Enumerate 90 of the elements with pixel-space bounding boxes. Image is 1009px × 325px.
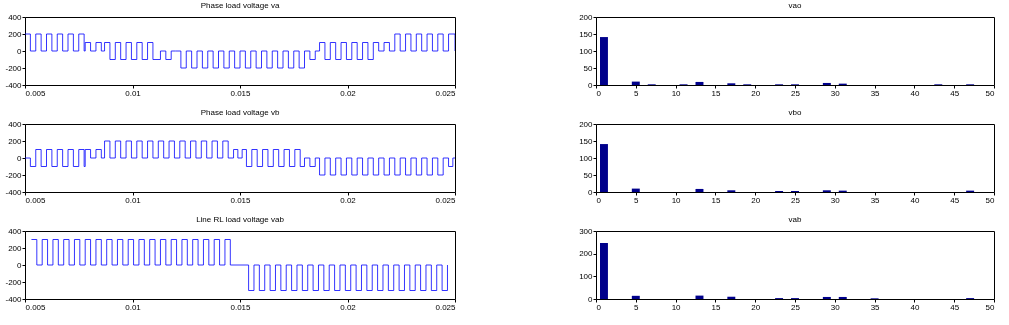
y-tick-label: 150 bbox=[579, 29, 594, 39]
y-tick-label: 0 bbox=[17, 153, 23, 163]
x-tick-label: 30 bbox=[830, 302, 841, 312]
y-tick-label: 300 bbox=[579, 226, 594, 236]
x-tick-label: 0.02 bbox=[340, 302, 357, 312]
bar bbox=[838, 296, 847, 299]
bar bbox=[631, 295, 640, 299]
x-tick-label: 20 bbox=[751, 195, 761, 205]
x-tick-label: 40 bbox=[910, 302, 920, 312]
chart-title: vbo bbox=[788, 108, 802, 117]
chart-title: vao bbox=[788, 1, 802, 10]
y-tick-label: 100 bbox=[579, 46, 594, 56]
x-tick-label: 30 bbox=[830, 88, 841, 98]
x-tick-label: 10 bbox=[671, 88, 682, 98]
y-tick-label: -200 bbox=[5, 63, 23, 73]
bar bbox=[599, 37, 608, 85]
x-tick-label: 25 bbox=[791, 302, 801, 312]
x-tick-label: 45 bbox=[950, 88, 960, 98]
x-tick-label: 0.005 bbox=[25, 195, 47, 205]
y-tick-label: 200 bbox=[579, 12, 594, 22]
bar bbox=[599, 144, 608, 192]
y-tick-label: 50 bbox=[583, 170, 594, 180]
x-tick-label: 0 bbox=[596, 302, 602, 312]
x-tick-label: 10 bbox=[671, 195, 682, 205]
x-tick-label: 40 bbox=[910, 88, 920, 98]
y-tick-label: 0 bbox=[588, 294, 594, 304]
x-tick-label: 0.025 bbox=[435, 302, 457, 312]
x-tick-label: 0.015 bbox=[230, 195, 252, 205]
x-tick-label: 0.02 bbox=[340, 195, 357, 205]
y-tick-label: 200 bbox=[579, 119, 594, 129]
x-tick-label: 50 bbox=[985, 195, 996, 205]
x-tick-label: 10 bbox=[671, 302, 682, 312]
y-tick-label: 200 bbox=[8, 29, 23, 39]
y-tick-label: -200 bbox=[5, 277, 23, 287]
x-tick-label: 0.015 bbox=[230, 302, 252, 312]
y-tick-label: 50 bbox=[583, 63, 594, 73]
chart-title: Phase load voltage va bbox=[200, 1, 280, 10]
y-tick-label: 400 bbox=[8, 226, 23, 236]
y-tick-label: 100 bbox=[579, 271, 594, 281]
x-tick-label: 0.01 bbox=[125, 195, 142, 205]
x-tick-label: 0.005 bbox=[25, 302, 47, 312]
chart-title: Phase load voltage vb bbox=[200, 108, 280, 117]
y-tick-label: -400 bbox=[5, 187, 23, 197]
y-tick-label: 0 bbox=[588, 187, 594, 197]
y-tick-label: 0 bbox=[588, 80, 594, 90]
y-tick-label: 200 bbox=[579, 249, 594, 259]
bar bbox=[599, 243, 608, 299]
bar bbox=[822, 82, 831, 85]
y-tick-label: -400 bbox=[5, 294, 23, 304]
y-tick-label: 400 bbox=[8, 12, 23, 22]
x-tick-label: 40 bbox=[910, 195, 920, 205]
x-tick-label: 35 bbox=[870, 302, 881, 312]
x-tick-label: 45 bbox=[950, 302, 960, 312]
y-tick-label: 0 bbox=[17, 46, 23, 56]
x-tick-label: 0 bbox=[596, 88, 602, 98]
x-tick-label: 50 bbox=[985, 88, 996, 98]
x-tick-label: 5 bbox=[634, 302, 640, 312]
y-tick-label: 200 bbox=[8, 243, 23, 253]
y-tick-label: 400 bbox=[8, 119, 23, 129]
x-tick-label: 0.025 bbox=[435, 88, 457, 98]
x-tick-label: 5 bbox=[634, 195, 640, 205]
chart-title: Line RL load voltage vab bbox=[196, 215, 285, 224]
x-tick-label: 20 bbox=[751, 302, 761, 312]
x-tick-label: 0.01 bbox=[125, 88, 142, 98]
x-tick-label: 15 bbox=[711, 88, 721, 98]
x-tick-label: 0.025 bbox=[435, 195, 457, 205]
x-tick-label: 20 bbox=[751, 88, 761, 98]
x-tick-label: 25 bbox=[791, 88, 801, 98]
y-tick-label: 100 bbox=[579, 153, 594, 163]
x-tick-label: 0.015 bbox=[230, 88, 252, 98]
y-tick-label: 200 bbox=[8, 136, 23, 146]
y-tick-label: -400 bbox=[5, 80, 23, 90]
chart-title: vab bbox=[788, 215, 802, 224]
x-tick-label: 15 bbox=[711, 302, 721, 312]
x-tick-label: 45 bbox=[950, 195, 960, 205]
x-tick-label: 30 bbox=[830, 195, 841, 205]
x-tick-label: 0.005 bbox=[25, 88, 47, 98]
y-tick-label: 0 bbox=[17, 260, 23, 270]
x-tick-label: 0.01 bbox=[125, 302, 142, 312]
x-tick-label: 5 bbox=[634, 88, 640, 98]
x-tick-label: 50 bbox=[985, 302, 996, 312]
x-tick-label: 35 bbox=[870, 88, 881, 98]
y-tick-label: 150 bbox=[579, 136, 594, 146]
x-tick-label: 25 bbox=[791, 195, 801, 205]
x-tick-label: 15 bbox=[711, 195, 721, 205]
x-tick-label: 35 bbox=[870, 195, 881, 205]
bar bbox=[822, 296, 831, 299]
x-tick-label: 0.02 bbox=[340, 88, 357, 98]
x-tick-label: 0 bbox=[596, 195, 602, 205]
y-tick-label: -200 bbox=[5, 170, 23, 180]
